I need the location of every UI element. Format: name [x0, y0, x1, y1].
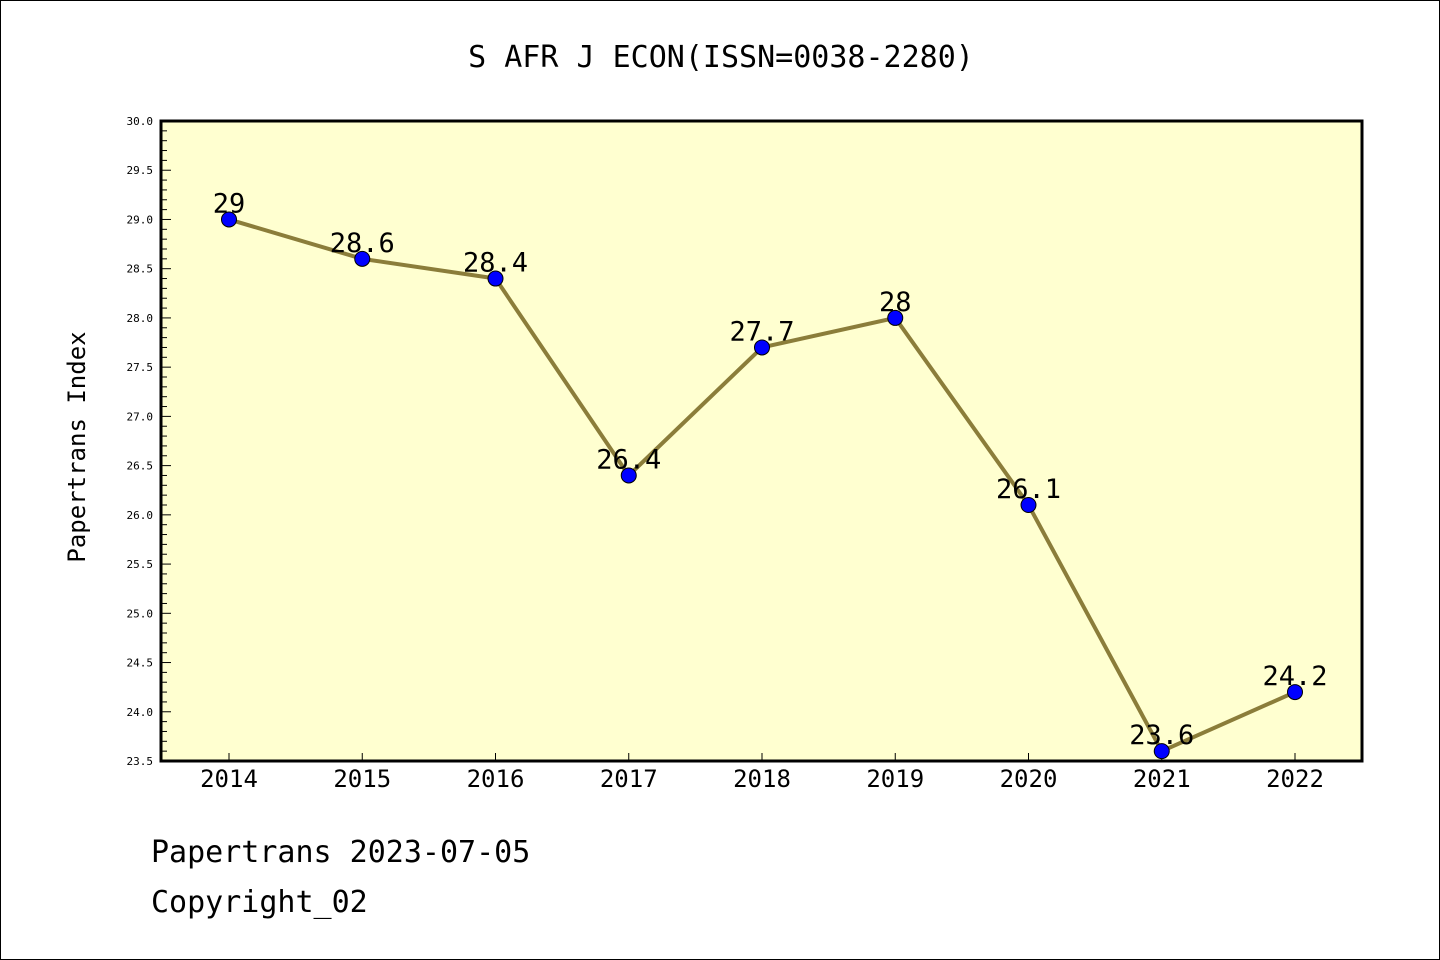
y-tick-label: 25.0 — [127, 607, 154, 620]
y-tick-label: 28.0 — [127, 312, 154, 325]
data-point — [754, 339, 770, 356]
data-labels: 29 28.6 28.4 26.4 27.7 28 26.1 23.6 24.2 — [213, 188, 1328, 751]
plot-area — [161, 121, 1362, 761]
y-tick-label: 27.5 — [127, 361, 154, 374]
data-label: 28.6 — [330, 228, 395, 259]
x-tick-label: 2021 — [1133, 765, 1191, 793]
y-tick-label: 25.5 — [127, 558, 154, 571]
y-tick-label: 24.5 — [127, 657, 154, 670]
y-tick-label: 28.5 — [127, 263, 154, 276]
x-axis: 2014 2015 2016 2017 2018 2019 2020 2021 2022 — [200, 753, 1324, 793]
y-axis: 23.5 24.0 24.5 25.0 25.5 26.0 26.5 27.0 27.5 28.0… — [127, 115, 171, 768]
data-point — [1153, 743, 1170, 760]
y-axis-label: Papertrans Index — [63, 331, 91, 562]
x-tick-label: 2020 — [1000, 765, 1058, 793]
data-point — [887, 309, 904, 326]
x-tick-label: 2015 — [333, 765, 391, 793]
data-point — [620, 467, 637, 484]
plot-border — [159, 119, 1364, 763]
x-tick-label: 2022 — [1266, 765, 1324, 793]
y-tick-label: 26.0 — [127, 509, 154, 522]
footer-date-line: Papertrans 2023-07-05 — [151, 835, 531, 870]
y-tick-label: 26.5 — [127, 460, 154, 473]
footer-copyright-line: Copyright_02 — [151, 885, 368, 920]
x-tick-label: 2018 — [733, 765, 791, 793]
data-label: 23.6 — [1129, 720, 1194, 751]
x-tick-label: 2019 — [866, 765, 924, 793]
x-tick-label: 2017 — [600, 765, 658, 793]
data-label: 27.7 — [729, 316, 794, 347]
y-tick-label: 29.5 — [127, 164, 154, 177]
y-tick-label: 27.0 — [127, 410, 154, 423]
y-tick-label: 29.0 — [127, 213, 154, 226]
data-label: 26.4 — [596, 444, 661, 475]
y-tick-label: 30.0 — [127, 115, 154, 128]
data-point — [354, 250, 371, 267]
data-point — [1287, 684, 1303, 701]
data-label: 28 — [879, 287, 912, 318]
data-label: 26.1 — [996, 474, 1061, 505]
data-markers — [221, 211, 1303, 760]
data-point — [221, 211, 237, 228]
x-tick-label: 2016 — [467, 765, 525, 793]
x-tick-label: 2014 — [200, 765, 258, 793]
data-label: 28.4 — [463, 248, 528, 279]
data-label: 29 — [213, 188, 246, 219]
y-tick-label: 24.0 — [127, 706, 154, 719]
data-point — [1020, 497, 1037, 513]
data-label: 24.2 — [1262, 661, 1327, 692]
data-point — [487, 270, 504, 287]
y-tick-label: 23.5 — [127, 755, 154, 768]
chart-title: S AFR J ECON(ISSN=0038-2280) — [468, 40, 974, 75]
